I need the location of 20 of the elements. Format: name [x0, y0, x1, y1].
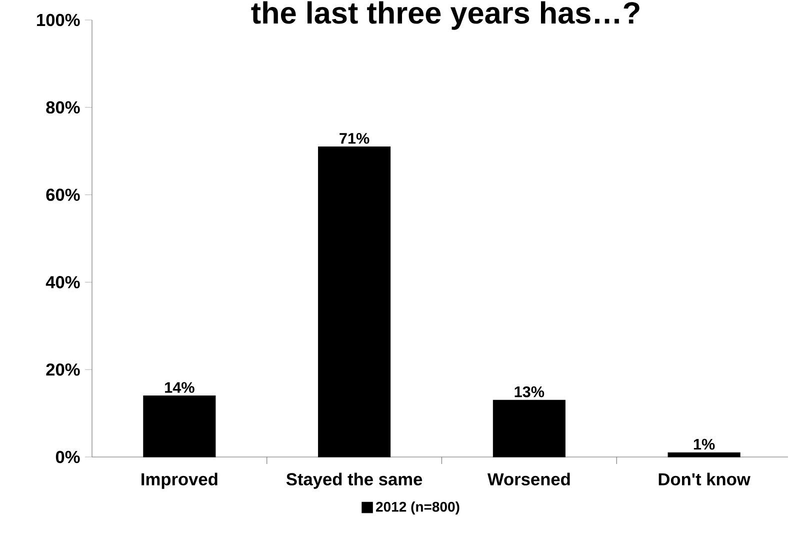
bar	[143, 396, 216, 458]
bar	[492, 400, 566, 458]
bar	[318, 146, 391, 458]
data-label: 71%	[340, 133, 370, 144]
x-tick-label: Don't know	[658, 472, 750, 486]
y-tick-label: 80%	[46, 101, 80, 114]
y-tick-label: 60%	[46, 188, 80, 201]
y-tick-label: 100%	[37, 14, 80, 26]
y-tick-label: 20%	[46, 363, 80, 376]
data-label: 13%	[514, 386, 544, 398]
legend-label: 2012 (n=800)	[376, 501, 460, 515]
data-label: 1%	[694, 438, 715, 450]
data-label: 14%	[165, 382, 194, 393]
chart-title: the last three years has…?	[251, 1, 640, 30]
x-tick-label: Worsened	[487, 472, 570, 486]
x-tick-label: Improved	[142, 472, 218, 489]
x-tick-label: Stayed the same	[286, 472, 422, 489]
y-tick-label: 40%	[46, 276, 80, 288]
bar	[668, 452, 740, 458]
y-tick-label: 0%	[56, 450, 80, 464]
